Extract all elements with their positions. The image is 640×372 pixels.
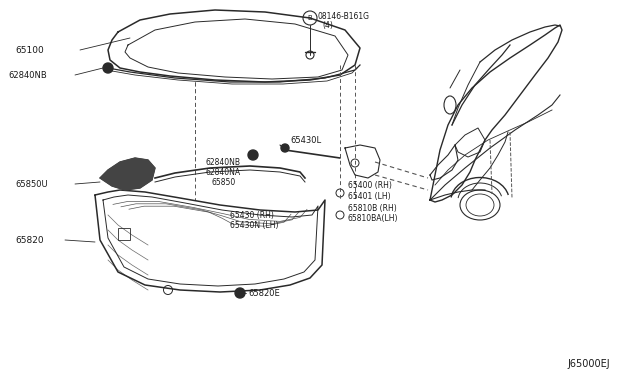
Circle shape	[103, 63, 113, 73]
Text: 65850: 65850	[212, 177, 236, 186]
Text: 65400 (RH): 65400 (RH)	[348, 180, 392, 189]
Text: 65100: 65100	[15, 45, 44, 55]
Text: B: B	[308, 15, 312, 21]
Text: 62840NA: 62840NA	[205, 167, 240, 176]
Text: 62840NB: 62840NB	[205, 157, 240, 167]
Polygon shape	[100, 158, 155, 190]
Text: 65820E: 65820E	[248, 289, 280, 298]
Circle shape	[281, 144, 289, 152]
Text: 65850U: 65850U	[15, 180, 47, 189]
Text: 65401 (LH): 65401 (LH)	[348, 192, 390, 201]
Circle shape	[235, 288, 245, 298]
Text: 65810B (RH): 65810B (RH)	[348, 203, 397, 212]
Text: 65430L: 65430L	[290, 135, 321, 144]
Text: 62840NB: 62840NB	[8, 71, 47, 80]
Circle shape	[248, 150, 258, 160]
Text: (4): (4)	[322, 20, 333, 29]
Text: 08146-B161G: 08146-B161G	[318, 12, 370, 20]
Text: 65810BA(LH): 65810BA(LH)	[348, 214, 399, 222]
Text: 65430 (RH): 65430 (RH)	[230, 211, 274, 219]
Bar	[118, 228, 130, 240]
Text: 65430N (LH): 65430N (LH)	[230, 221, 278, 230]
Text: 65820: 65820	[15, 235, 44, 244]
Text: J65000EJ: J65000EJ	[568, 359, 610, 369]
